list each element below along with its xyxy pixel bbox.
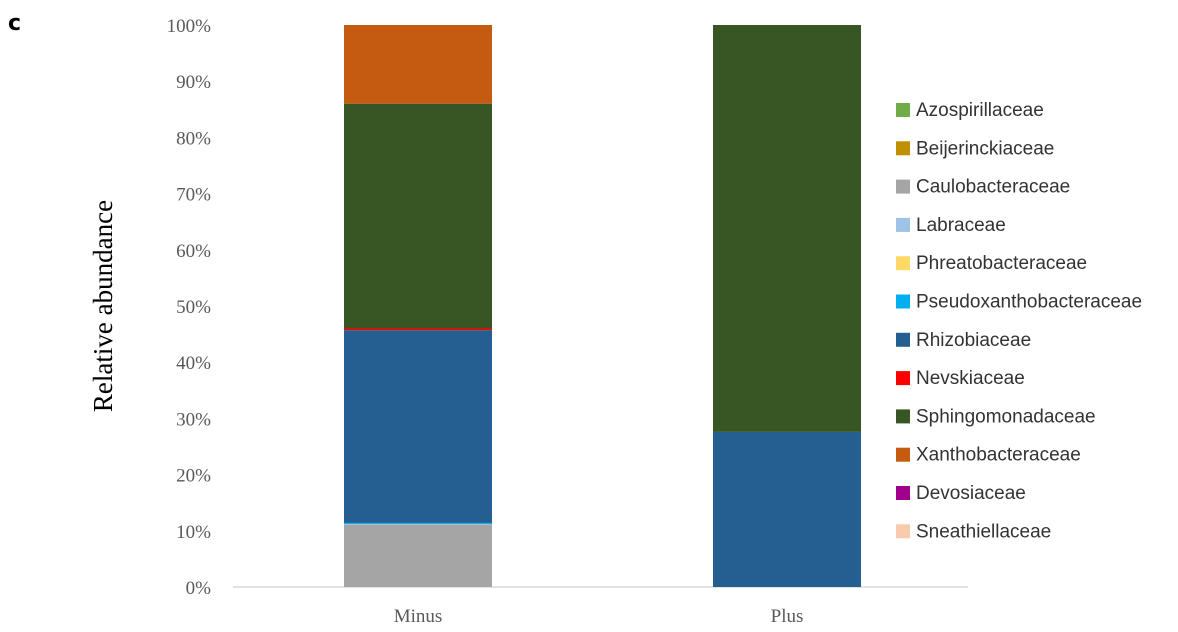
legend-label: Caulobacteraceae bbox=[916, 177, 1070, 198]
y-tick-label: 20% bbox=[176, 466, 211, 487]
y-tick-label: 0% bbox=[186, 578, 212, 599]
legend-swatch bbox=[896, 217, 910, 232]
legend-swatch bbox=[896, 294, 910, 309]
bar-segment bbox=[344, 330, 492, 523]
legend-swatch bbox=[896, 371, 910, 386]
legend-label: Pseudoxanthobacteraceae bbox=[916, 292, 1142, 313]
legend-label: Nevskiaceae bbox=[916, 368, 1025, 389]
y-tick-label: 40% bbox=[176, 353, 211, 374]
legend-label: Beijerinckiaceae bbox=[916, 138, 1054, 159]
legend-swatch bbox=[896, 332, 910, 347]
bar-segment bbox=[344, 328, 492, 331]
panel-label: c bbox=[8, 11, 21, 36]
bar-segment bbox=[344, 524, 492, 587]
bar-segment bbox=[344, 103, 492, 329]
y-tick-label: 80% bbox=[176, 128, 211, 149]
legend-swatch bbox=[896, 486, 910, 500]
legend-label: Rhizobiaceae bbox=[916, 330, 1031, 351]
legend-label: Sphingomonadaceae bbox=[916, 406, 1096, 427]
y-tick-label: 90% bbox=[176, 72, 211, 93]
legend-label: Azospirillaceae bbox=[916, 100, 1044, 121]
legend-swatch bbox=[896, 447, 910, 462]
bar-segment bbox=[344, 524, 492, 525]
legend-swatch bbox=[896, 141, 910, 156]
bar-segment bbox=[713, 431, 861, 587]
bar-segment bbox=[344, 522, 492, 525]
y-tick-label: 60% bbox=[176, 241, 211, 262]
legend-label: Devosiaceae bbox=[916, 483, 1026, 504]
legend-label: Labraceae bbox=[916, 215, 1006, 236]
x-axis: Minus Plus bbox=[394, 606, 804, 627]
legend: Azospirillaceae Beijerinckiaceae Caulobact… bbox=[896, 100, 1142, 542]
legend-swatch bbox=[896, 524, 910, 539]
legend-swatch bbox=[896, 103, 910, 117]
bar-segment bbox=[713, 25, 861, 432]
y-tick-label: 50% bbox=[176, 297, 211, 318]
y-tick-label: 10% bbox=[176, 522, 211, 543]
x-tick-label: Minus bbox=[394, 606, 443, 627]
bar-segment bbox=[344, 25, 492, 104]
y-axis-label: Relative abundance bbox=[88, 200, 118, 412]
y-axis: 0% 10% 20% 30% 40% 50% 60% 70% 80% 90% 100% bbox=[167, 16, 212, 599]
legend-label: Sneathiellaceae bbox=[916, 521, 1051, 542]
legend-swatch bbox=[896, 409, 910, 424]
plot-area bbox=[344, 25, 861, 587]
legend-swatch bbox=[896, 179, 910, 194]
y-tick-label: 100% bbox=[167, 16, 212, 37]
y-tick-label: 70% bbox=[176, 185, 211, 206]
legend-label: Phreatobacteraceae bbox=[916, 253, 1087, 274]
x-tick-label: Plus bbox=[771, 606, 804, 627]
y-tick-label: 30% bbox=[176, 409, 211, 430]
legend-swatch bbox=[896, 256, 910, 271]
legend-label: Xanthobacteraceae bbox=[916, 445, 1081, 466]
